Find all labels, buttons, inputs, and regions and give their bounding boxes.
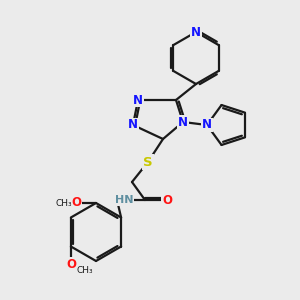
Text: S: S [143,155,153,169]
Text: HN: HN [115,195,133,205]
Text: N: N [133,94,143,106]
Text: O: O [71,196,81,209]
Text: O: O [66,258,76,271]
Text: CH₃: CH₃ [76,266,93,275]
Text: N: N [178,116,188,128]
Text: CH₃: CH₃ [56,200,72,208]
Text: O: O [162,194,172,206]
Text: N: N [128,118,138,131]
Text: N: N [191,26,201,38]
Text: N: N [202,118,212,131]
